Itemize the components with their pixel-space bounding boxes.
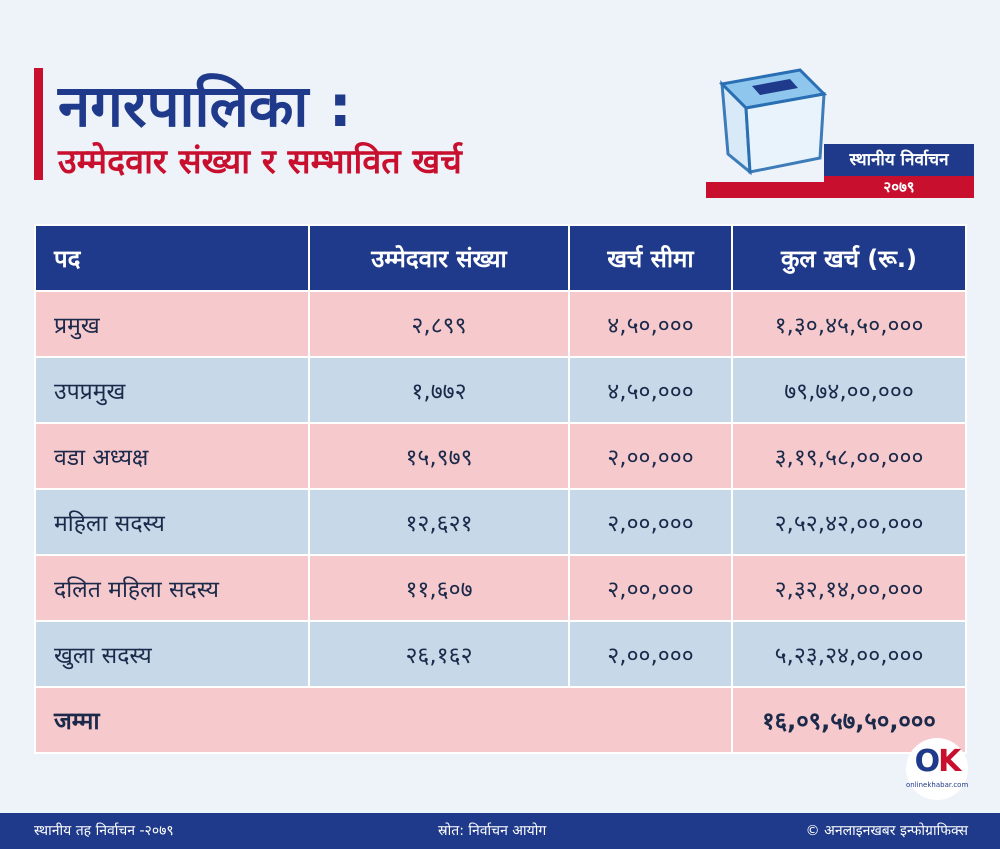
badge-label: स्थानीय निर्वाचन [824, 144, 974, 176]
cell-total: २,३२,१४,००,००० [732, 555, 966, 621]
header-candidates: उम्मेदवार संख्या [309, 225, 569, 291]
cell-post: वडा अध्यक्ष [35, 423, 309, 489]
cell-post: उपप्रमुख [35, 357, 309, 423]
cell-limit: २,००,००० [569, 489, 732, 555]
cell-post: प्रमुख [35, 291, 309, 357]
cell-candidates: ११,६०७ [309, 555, 569, 621]
cell-candidates: १५,९७९ [309, 423, 569, 489]
cell-limit: २,००,००० [569, 423, 732, 489]
logo-mark: OK [906, 744, 968, 780]
logo-k: K [938, 744, 959, 779]
header-limit: खर्च सीमा [569, 225, 732, 291]
onlinekhabar-logo: OK onlinekhabar.com [906, 738, 968, 800]
table-row: प्रमुख २,८९९ ४,५०,००० १,३०,४५,५०,००० [35, 291, 966, 357]
table-row: महिला सदस्य १२,६२१ २,००,००० २,५२,४२,००,०… [35, 489, 966, 555]
badge-stripe [706, 182, 824, 198]
ballot-box-icon [716, 64, 828, 176]
page-title: नगरपालिका : [58, 70, 352, 142]
cell-post: दलित महिला सदस्य [35, 555, 309, 621]
title-accent-bar [34, 68, 43, 180]
cell-post: खुला सदस्य [35, 621, 309, 687]
table-row: दलित महिला सदस्य ११,६०७ २,००,००० २,३२,१४… [35, 555, 966, 621]
cell-total: ५,२३,२४,००,००० [732, 621, 966, 687]
cell-total: ७९,७४,००,००० [732, 357, 966, 423]
footer-left: स्थानीय तह निर्वाचन -२०७९ [34, 813, 174, 849]
cell-limit: २,००,००० [569, 555, 732, 621]
cell-candidates: १२,६२१ [309, 489, 569, 555]
cell-post: महिला सदस्य [35, 489, 309, 555]
cell-candidates: २६,१६२ [309, 621, 569, 687]
total-label: जम्मा [35, 687, 732, 753]
candidates-table: पद उम्मेदवार संख्या खर्च सीमा कुल खर्च (… [34, 224, 967, 754]
cell-limit: २,००,००० [569, 621, 732, 687]
footer: स्थानीय तह निर्वाचन -२०७९ स्रोत: निर्वाच… [0, 813, 1000, 849]
election-badge: स्थानीय निर्वाचन २०७९ [706, 56, 976, 184]
cell-total: ३,१९,५८,००,००० [732, 423, 966, 489]
page-subtitle: उम्मेदवार संख्या र सम्भावित खर्च [58, 140, 462, 184]
cell-limit: ४,५०,००० [569, 291, 732, 357]
header-total: कुल खर्च (रू.) [732, 225, 966, 291]
table-row: उपप्रमुख १,७७२ ४,५०,००० ७९,७४,००,००० [35, 357, 966, 423]
cell-total: २,५२,४२,००,००० [732, 489, 966, 555]
logo-o: O [915, 744, 939, 779]
table-row: खुला सदस्य २६,१६२ २,००,००० ५,२३,२४,००,००… [35, 621, 966, 687]
table-header-row: पद उम्मेदवार संख्या खर्च सीमा कुल खर्च (… [35, 225, 966, 291]
cell-limit: ४,५०,००० [569, 357, 732, 423]
badge-year: २०७९ [824, 176, 974, 198]
table-row: वडा अध्यक्ष १५,९७९ २,००,००० ३,१९,५८,००,०… [35, 423, 966, 489]
logo-text: onlinekhabar.com [906, 780, 968, 790]
total-row: जम्मा १६,०९,५७,५०,००० [35, 687, 966, 753]
header-post: पद [35, 225, 309, 291]
footer-source: स्रोत: निर्वाचन आयोग [438, 813, 546, 849]
footer-credit: © अनलाइनखबर इन्फोग्राफिक्स [806, 813, 968, 849]
cell-total: १,३०,४५,५०,००० [732, 291, 966, 357]
cell-candidates: १,७७२ [309, 357, 569, 423]
cell-candidates: २,८९९ [309, 291, 569, 357]
